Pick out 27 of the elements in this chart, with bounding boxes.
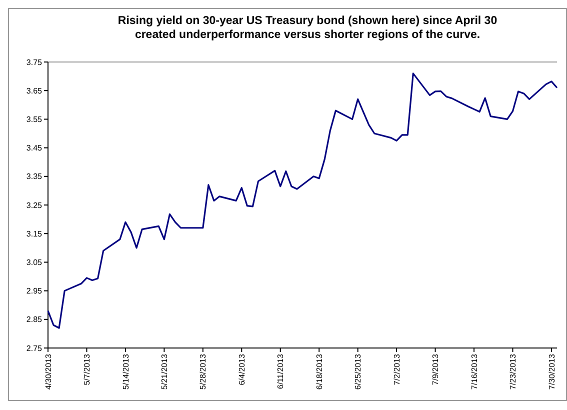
x-tick-label: 5/28/2013 (198, 353, 208, 390)
y-tick-label: 3.15 (26, 229, 43, 238)
x-tick-label: 5/7/2013 (82, 353, 92, 386)
x-tick-label: 7/2/2013 (392, 353, 402, 386)
y-tick-label: 3.65 (26, 86, 43, 96)
y-tick-label: 2.85 (26, 315, 43, 324)
chart-title: Rising yield on 30-year US Treasury bond (shown here) since April 30 created underperformance versus shorter regions of the curve. (118, 15, 498, 41)
y-tick-label: 3.35 (26, 172, 43, 182)
y-tick-label: 2.95 (26, 286, 43, 296)
x-tick-label: 7/16/2013 (470, 353, 479, 390)
x-tick-label: 6/4/2013 (237, 353, 246, 386)
y-tick-label: 3.45 (26, 144, 43, 153)
y-tick-label: 3.05 (26, 258, 43, 267)
x-tick-label: 7/30/2013 (547, 353, 556, 390)
x-tick-label: 6/11/2013 (276, 353, 286, 389)
y-tick-label: 3.55 (26, 115, 43, 124)
line-series (47, 72, 558, 329)
y-tick-label: 2.75 (26, 344, 43, 353)
x-tick-label: 6/18/2013 (314, 353, 324, 390)
y-tick-label: 3.25 (26, 200, 43, 210)
x-tick-label: 7/9/2013 (431, 353, 440, 386)
x-tick-label: 7/23/2013 (508, 353, 518, 390)
x-tick-label: 5/14/2013 (121, 353, 130, 390)
x-tick-label: 4/30/2013 (44, 353, 53, 390)
x-tick-label: 6/25/2013 (354, 353, 363, 390)
y-tick-label: 3.75 (26, 58, 43, 67)
x-tick-label: 5/21/2013 (160, 353, 169, 390)
